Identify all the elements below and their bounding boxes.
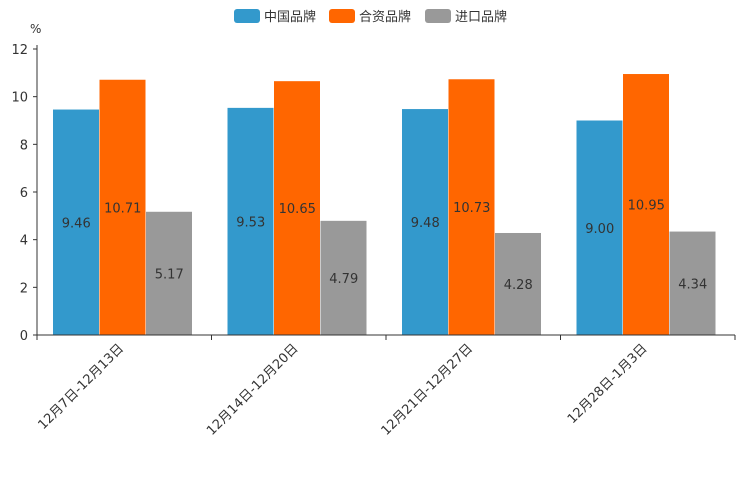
- bar-0-2[interactable]: [146, 211, 192, 335]
- data-label-0-1: 10.71: [104, 201, 141, 216]
- bar-3-2[interactable]: [669, 231, 716, 335]
- data-label-3-1: 10.95: [628, 199, 665, 214]
- y-tick-label: 10: [11, 91, 28, 106]
- y-axis-unit-label: %: [30, 22, 41, 36]
- data-label-1-0: 9.53: [236, 215, 265, 230]
- bars: [53, 74, 716, 336]
- y-axis: 0 2 4 6 8 10 12: [11, 43, 38, 344]
- x-category-label-3: 12月28日-1月3日: [565, 341, 651, 427]
- legend-label: 中国品牌: [264, 9, 316, 25]
- x-category-label-0: 12月7日-12月13日: [35, 341, 127, 433]
- data-label-2-0: 9.48: [411, 216, 440, 231]
- legend-swatch: [234, 9, 260, 23]
- legend-swatch: [425, 9, 451, 23]
- data-labels: 9.46 10.71 5.17 9.53 10.65 4.79 9.48 10.73 4.28 9…: [62, 199, 707, 293]
- legend-swatch: [329, 9, 355, 23]
- data-label-0-2: 5.17: [155, 267, 184, 282]
- legend: 中国品牌 合资品牌 进口品牌: [234, 9, 507, 25]
- legend-item-2[interactable]: 进口品牌: [425, 9, 507, 25]
- data-label-0-0: 9.46: [62, 216, 91, 231]
- bar-2-1[interactable]: [448, 79, 495, 335]
- legend-label: 进口品牌: [455, 9, 507, 25]
- y-tick-label: 12: [11, 43, 28, 58]
- legend-label: 合资品牌: [359, 9, 411, 25]
- y-tick-label: 0: [20, 329, 28, 344]
- x-category-label-1: 12月14日-12月20日: [204, 341, 301, 438]
- bar-0-1[interactable]: [99, 79, 146, 336]
- y-tick-label: 4: [20, 234, 28, 249]
- data-label-3-2: 4.34: [678, 277, 707, 292]
- bar-0-0[interactable]: [53, 109, 99, 335]
- bar-2-0[interactable]: [402, 109, 448, 335]
- x-axis: 12月7日-12月13日 12月14日-12月20日 12月21日-12月27日 12…: [35, 334, 736, 439]
- data-label-2-1: 10.73: [453, 201, 490, 216]
- bar-1-0[interactable]: [227, 107, 274, 335]
- bar-3-1[interactable]: [623, 74, 669, 336]
- y-tick-label: 6: [20, 186, 28, 201]
- y-tick-label: 2: [20, 281, 28, 296]
- legend-item-0[interactable]: 中国品牌: [234, 9, 316, 25]
- bar-1-2[interactable]: [320, 220, 367, 335]
- data-label-2-2: 4.28: [504, 278, 533, 293]
- y-tick-label: 8: [20, 138, 28, 153]
- x-category-label-2: 12月21日-12月27日: [379, 341, 476, 438]
- data-label-1-2: 4.79: [329, 272, 358, 287]
- bar-1-1[interactable]: [274, 81, 320, 335]
- legend-item-1[interactable]: 合资品牌: [329, 9, 411, 25]
- data-label-3-0: 9.00: [585, 222, 614, 237]
- bar-2-2[interactable]: [495, 232, 541, 335]
- data-label-1-1: 10.65: [279, 202, 316, 217]
- bar-3-0[interactable]: [576, 120, 623, 336]
